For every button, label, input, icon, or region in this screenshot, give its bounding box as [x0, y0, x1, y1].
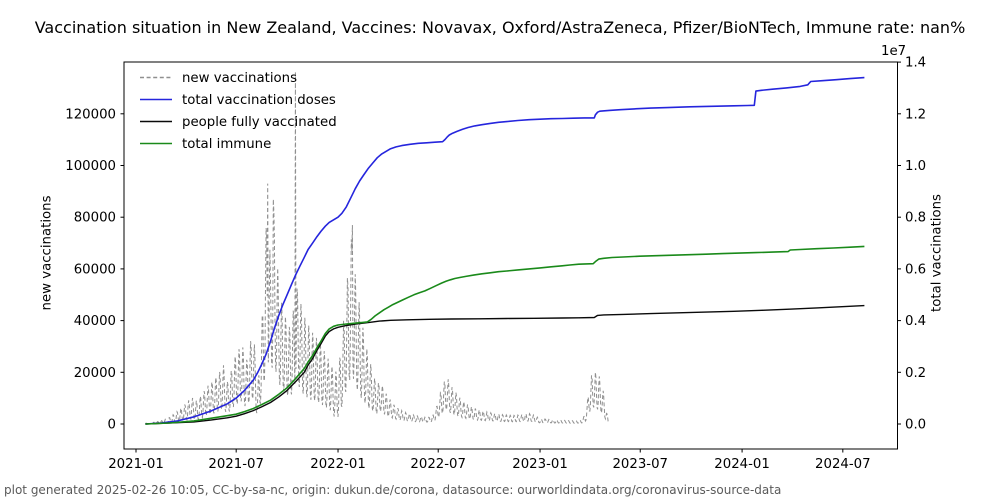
- x-tick-label: 2023-07: [612, 457, 668, 472]
- x-tick-label: 2021-01: [108, 457, 164, 472]
- y-axis-label-left: new vaccinations: [39, 195, 55, 311]
- x-tick-label: 2024-07: [815, 457, 871, 472]
- y-axis-label-right: total vaccinations: [929, 194, 945, 312]
- y-tick-label-left: 80000: [74, 211, 116, 226]
- y-tick-label-right: 0.6: [905, 262, 926, 277]
- series-total-immune: [145, 245, 865, 425]
- x-tick-label: 2022-07: [410, 457, 466, 472]
- x-tick-label: 2023-01: [512, 457, 568, 472]
- y-tick-label-right: 0.8: [905, 211, 926, 226]
- chart-title: Vaccination situation in New Zealand, Va…: [34, 18, 966, 37]
- y-tick-label-left: 20000: [74, 366, 116, 381]
- x-tick-label: 2022-01: [310, 457, 366, 472]
- y-tick-label-left: 100000: [65, 159, 116, 174]
- series-new-vaccinations: [145, 72, 610, 425]
- x-tick-label: 2024-01: [714, 457, 770, 472]
- y-tick-label-right: 1.0: [905, 159, 926, 174]
- y-tick-label-left: 60000: [74, 262, 116, 277]
- x-tick-label: 2021-07: [208, 457, 264, 472]
- plot-frame: [123, 61, 898, 450]
- footer-credits: plot generated 2025-02-26 10:05, CC-by-s…: [4, 483, 782, 497]
- y-tick-label-right: 1.4: [905, 56, 926, 71]
- y-tick-label-left: 40000: [74, 314, 116, 329]
- y-tick-label-right: 0.4: [905, 314, 926, 329]
- y-tick-label-right: 0.0: [905, 418, 926, 433]
- right-axis-offset-text: 1e7: [881, 44, 907, 59]
- legend-label: new vaccinations: [182, 71, 297, 86]
- series-total-doses: [145, 76, 865, 425]
- y-tick-label-left: 0: [108, 418, 116, 433]
- y-tick-label-right: 1.2: [905, 107, 926, 122]
- legend-label: total immune: [182, 137, 271, 152]
- legend-label: total vaccination doses: [182, 93, 336, 108]
- legend-label: people fully vaccinated: [182, 115, 337, 130]
- y-tick-label-right: 0.2: [905, 366, 926, 381]
- series-fully-vaccinated: [145, 304, 865, 425]
- y-tick-label-left: 120000: [65, 107, 116, 122]
